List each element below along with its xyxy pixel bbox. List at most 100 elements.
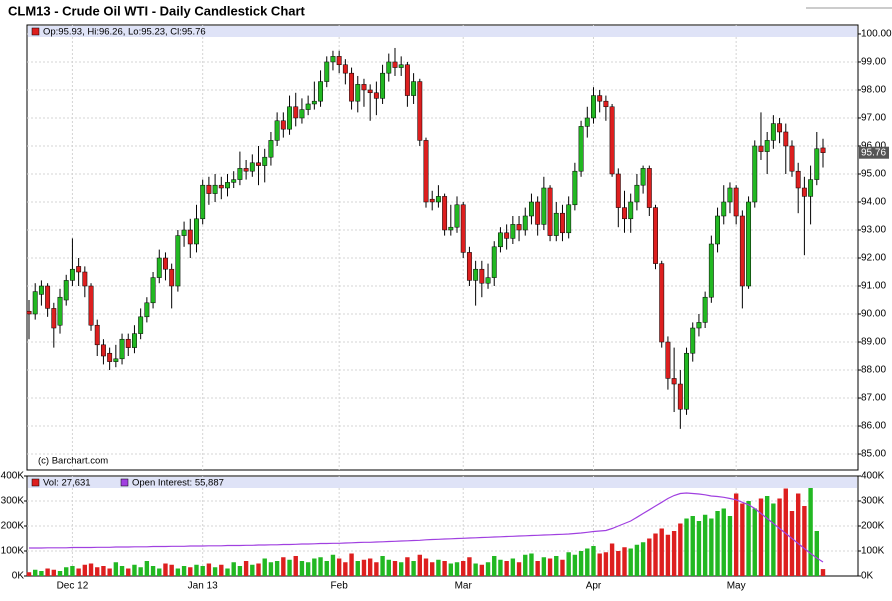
volume-bar	[150, 566, 156, 576]
volume-bar	[175, 568, 181, 576]
volume-bar	[293, 556, 298, 576]
candle-body	[615, 173, 621, 208]
volume-bar	[678, 523, 683, 576]
volume-bar	[603, 552, 609, 576]
volume-bar	[299, 561, 305, 576]
volume-bar	[721, 508, 726, 576]
candle-body	[367, 89, 373, 94]
volume-bar	[789, 511, 795, 576]
y-tick-label: 400K	[1, 471, 25, 482]
volume-bar	[225, 568, 230, 576]
volume-bar	[194, 564, 199, 576]
y-tick-label: 90.00	[861, 309, 886, 320]
candle-body	[442, 196, 448, 231]
candle-body	[460, 204, 466, 253]
volume-bar	[219, 564, 224, 576]
candle-body	[491, 246, 497, 278]
candle-body	[132, 333, 137, 348]
volume-bar	[243, 561, 249, 576]
candle-body	[411, 81, 417, 96]
volume-bar	[188, 567, 193, 576]
candle-body	[82, 271, 88, 287]
candle-body	[225, 182, 230, 189]
volume-bar	[281, 557, 286, 576]
volume-bar	[529, 553, 534, 576]
candle-body	[318, 81, 323, 102]
y-tick-label: 87.00	[861, 393, 886, 404]
candle-body	[119, 338, 125, 360]
candle-body	[646, 168, 652, 208]
candle-body	[32, 291, 38, 315]
candle-body	[529, 201, 534, 217]
candle-body	[808, 179, 814, 197]
legend-text: Vol: 27,631	[43, 478, 91, 489]
candle-body	[454, 204, 460, 228]
candle-body	[100, 344, 106, 357]
candle-body	[299, 109, 305, 119]
volume-bar	[771, 503, 776, 576]
volume-bar	[733, 493, 739, 576]
volume-bar	[634, 544, 640, 576]
y-tick-label: 94.00	[861, 197, 886, 208]
candle-body	[572, 170, 578, 206]
volume-bar	[45, 568, 50, 576]
y-tick-label: 89.00	[861, 337, 886, 348]
volume-bar	[485, 562, 491, 576]
y-tick-label: 400K	[861, 471, 885, 482]
volume-bar	[715, 511, 720, 576]
y-tick-label: 93.00	[861, 225, 886, 236]
volume-bar	[212, 567, 218, 576]
candle-body	[777, 123, 783, 133]
candle-body	[94, 324, 100, 346]
candle-body	[125, 338, 131, 348]
volume-bar	[132, 564, 137, 576]
candle-body	[733, 187, 739, 217]
candle-body	[758, 145, 764, 152]
volume-bar	[752, 508, 757, 576]
candle-body	[404, 64, 410, 96]
x-tick-label: Jan 13	[188, 581, 218, 592]
volume-bar	[746, 501, 751, 576]
x-tick-label: May	[727, 581, 746, 592]
volume-bar	[504, 561, 509, 576]
volume-bar	[653, 533, 658, 576]
volume-bar	[727, 516, 733, 576]
volume-bar	[33, 569, 38, 576]
volume-bar	[696, 521, 702, 576]
candle-body	[138, 316, 144, 334]
volume-bar	[597, 553, 602, 576]
y-tick-label: 200K	[861, 521, 885, 532]
candle-body	[696, 322, 702, 329]
candle-body	[392, 61, 398, 68]
volume-bar	[709, 518, 714, 576]
volume-bar	[795, 493, 801, 576]
y-tick-label: 86.00	[861, 421, 886, 432]
candle-body	[547, 187, 553, 236]
volume-bar	[157, 568, 162, 576]
candle-body	[522, 215, 528, 231]
candle-body	[51, 308, 57, 329]
volume-bar	[430, 562, 435, 576]
volume-bar	[665, 534, 671, 576]
volume-bar	[237, 566, 243, 576]
candle-body	[163, 257, 168, 270]
volume-bar	[374, 562, 379, 576]
volume-bar	[39, 571, 44, 576]
candle-body	[584, 117, 590, 127]
volume-bar	[268, 562, 274, 576]
candle-body	[311, 100, 317, 105]
volume-bar	[64, 567, 69, 576]
candle-body	[231, 179, 237, 183]
candle-body	[702, 296, 708, 323]
candle-body	[764, 140, 770, 152]
volume-bar	[169, 564, 174, 576]
y-tick-label: 100K	[861, 546, 885, 557]
volume-bar	[777, 498, 782, 576]
candle-body	[26, 310, 32, 315]
legend-icon	[31, 478, 40, 487]
candle-body	[423, 140, 429, 203]
volume-bar	[659, 528, 664, 576]
volume-bar	[361, 559, 367, 576]
volume-bar	[355, 561, 360, 576]
